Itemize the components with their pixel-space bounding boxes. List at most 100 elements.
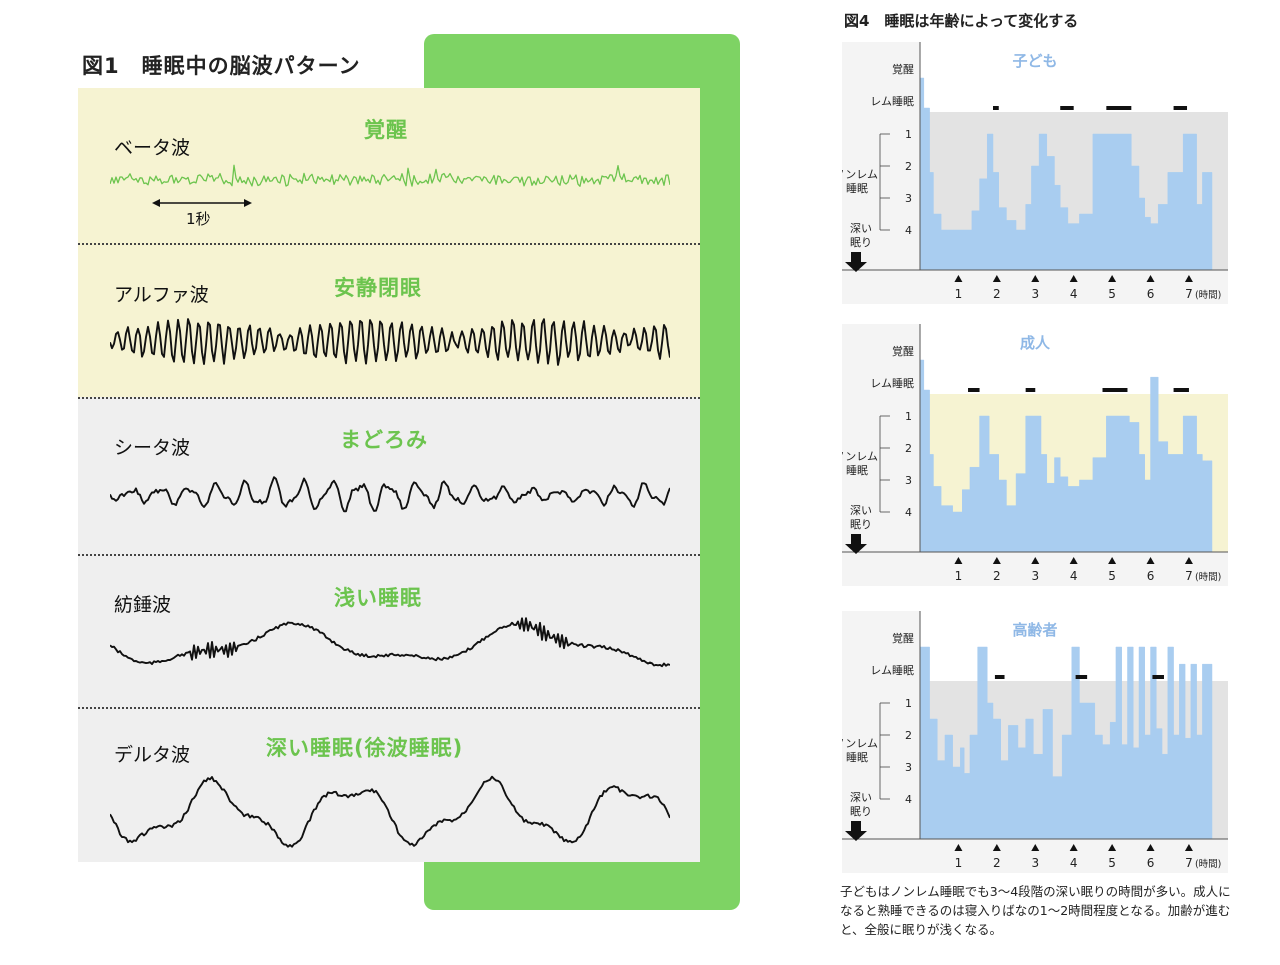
y-label-deep: 深い bbox=[850, 222, 872, 235]
y-label-wake: 覚醒 bbox=[892, 345, 914, 358]
deep-arrow-icon bbox=[845, 252, 867, 272]
x-tick-marker bbox=[954, 844, 963, 851]
sleep-background bbox=[78, 397, 700, 862]
x-tick-label: 6 bbox=[1147, 569, 1155, 583]
divider bbox=[78, 397, 700, 399]
waveform-line bbox=[110, 318, 670, 366]
waveform-line bbox=[110, 775, 670, 848]
chart-title: 子ども bbox=[1012, 52, 1057, 70]
delta-waveform bbox=[110, 775, 670, 848]
divider bbox=[78, 707, 700, 709]
figure4-title: 図4 睡眠は年齢によって変化する bbox=[844, 12, 1079, 30]
beta-wave-label: ベータ波 bbox=[114, 137, 191, 159]
y-label-stage: 4 bbox=[905, 224, 912, 237]
rem-marker bbox=[993, 106, 999, 110]
spindle-waveform bbox=[110, 617, 670, 668]
y-label-stage: 3 bbox=[905, 474, 912, 487]
x-tick-marker bbox=[1069, 275, 1078, 282]
x-tick-label: 2 bbox=[993, 856, 1001, 870]
chart-title: 成人 bbox=[1020, 334, 1051, 352]
x-tick-marker bbox=[1031, 844, 1040, 851]
y-label-stage: 4 bbox=[905, 793, 912, 806]
y-label-deep: 深い bbox=[850, 504, 872, 517]
light-sleep-label: 浅い睡眠 bbox=[334, 586, 422, 610]
x-tick-marker bbox=[1069, 557, 1078, 564]
y-label-rem: レム睡眠 bbox=[870, 95, 914, 108]
x-tick-marker bbox=[1146, 275, 1155, 282]
x-tick-label: 4 bbox=[1070, 287, 1078, 301]
x-tick-marker bbox=[1108, 275, 1117, 282]
x-tick-label: 5 bbox=[1108, 569, 1116, 583]
x-tick-label: 1 bbox=[955, 287, 963, 301]
time-scale-bar bbox=[152, 199, 252, 207]
y-label-nonrem: ノンレム bbox=[842, 168, 878, 181]
x-tick-label: 3 bbox=[1031, 569, 1039, 583]
rem-marker bbox=[1173, 388, 1189, 392]
theta-wave-label: シータ波 bbox=[114, 437, 191, 459]
rem-marker bbox=[1152, 675, 1164, 679]
rem-marker bbox=[994, 675, 1005, 679]
x-tick-marker bbox=[992, 275, 1001, 282]
y-label-stage: 1 bbox=[905, 410, 912, 423]
theta-waveform bbox=[110, 476, 670, 513]
y-label-nonrem: 睡眠 bbox=[846, 751, 868, 764]
waveform-line bbox=[110, 164, 670, 187]
rem-marker bbox=[968, 388, 980, 392]
y-label-deep: 眠り bbox=[850, 236, 872, 249]
y-label-rem: レム睡眠 bbox=[870, 664, 914, 677]
y-label-deep: 深い bbox=[850, 791, 872, 804]
rem-marker bbox=[1060, 106, 1074, 110]
deep-arrow-icon bbox=[845, 534, 867, 554]
x-tick-marker bbox=[992, 844, 1001, 851]
figure4-caption: 子どもはノンレム睡眠でも3〜4段階の深い眠りの時間が多い。成人になると熟睡できる… bbox=[840, 884, 1231, 937]
rem-marker bbox=[1025, 388, 1036, 392]
deep-arrow-icon bbox=[845, 821, 867, 841]
y-label-stage: 4 bbox=[905, 506, 912, 519]
x-tick-label: 6 bbox=[1147, 856, 1155, 870]
rem-marker bbox=[1075, 675, 1088, 679]
x-tick-marker bbox=[1031, 557, 1040, 564]
x-tick-label: 7 bbox=[1185, 856, 1193, 870]
y-label-wake: 覚醒 bbox=[892, 632, 914, 645]
x-tick-marker bbox=[1069, 844, 1078, 851]
x-tick-marker bbox=[1146, 557, 1155, 564]
x-tick-label: 7 bbox=[1185, 569, 1193, 583]
x-tick-label: 1 bbox=[955, 856, 963, 870]
delta-wave-label: デルタ波 bbox=[114, 744, 191, 766]
y-label-stage: 1 bbox=[905, 128, 912, 141]
y-label-stage: 3 bbox=[905, 192, 912, 205]
chart-title: 高齢者 bbox=[1012, 621, 1057, 639]
y-label-stage: 1 bbox=[905, 697, 912, 710]
x-tick-marker bbox=[1108, 844, 1117, 851]
x-tick-label: 3 bbox=[1031, 287, 1039, 301]
y-label-stage: 3 bbox=[905, 761, 912, 774]
waveform-line bbox=[110, 617, 670, 668]
divider bbox=[78, 554, 700, 556]
figure1-title: 図1 睡眠中の脳波パターン bbox=[82, 54, 361, 78]
x-tick-label: 4 bbox=[1070, 856, 1078, 870]
alpha-waveform bbox=[110, 318, 670, 366]
hypnogram-area bbox=[919, 646, 1213, 840]
x-tick-marker bbox=[992, 557, 1001, 564]
drowsy-state-label: まどろみ bbox=[340, 428, 428, 452]
y-label-nonrem: ノンレム bbox=[842, 450, 878, 463]
spindle-wave-label: 紡錘波 bbox=[114, 594, 172, 616]
x-tick-label: 5 bbox=[1108, 287, 1116, 301]
rest-state-label: 安静閉眼 bbox=[334, 276, 422, 300]
x-tick-marker bbox=[1146, 844, 1155, 851]
x-unit-label: (時間) bbox=[1195, 290, 1221, 301]
rem-marker bbox=[1102, 388, 1128, 392]
x-tick-marker bbox=[1108, 557, 1117, 564]
rem-marker bbox=[1106, 106, 1132, 110]
x-tick-label: 6 bbox=[1147, 287, 1155, 301]
y-label-stage: 2 bbox=[905, 442, 912, 455]
x-tick-marker bbox=[1184, 275, 1193, 282]
x-tick-marker bbox=[1184, 557, 1193, 564]
x-unit-label: (時間) bbox=[1195, 859, 1221, 870]
divider bbox=[78, 243, 700, 245]
x-tick-label: 4 bbox=[1070, 569, 1078, 583]
x-tick-label: 7 bbox=[1185, 287, 1193, 301]
rem-marker bbox=[1173, 106, 1188, 110]
